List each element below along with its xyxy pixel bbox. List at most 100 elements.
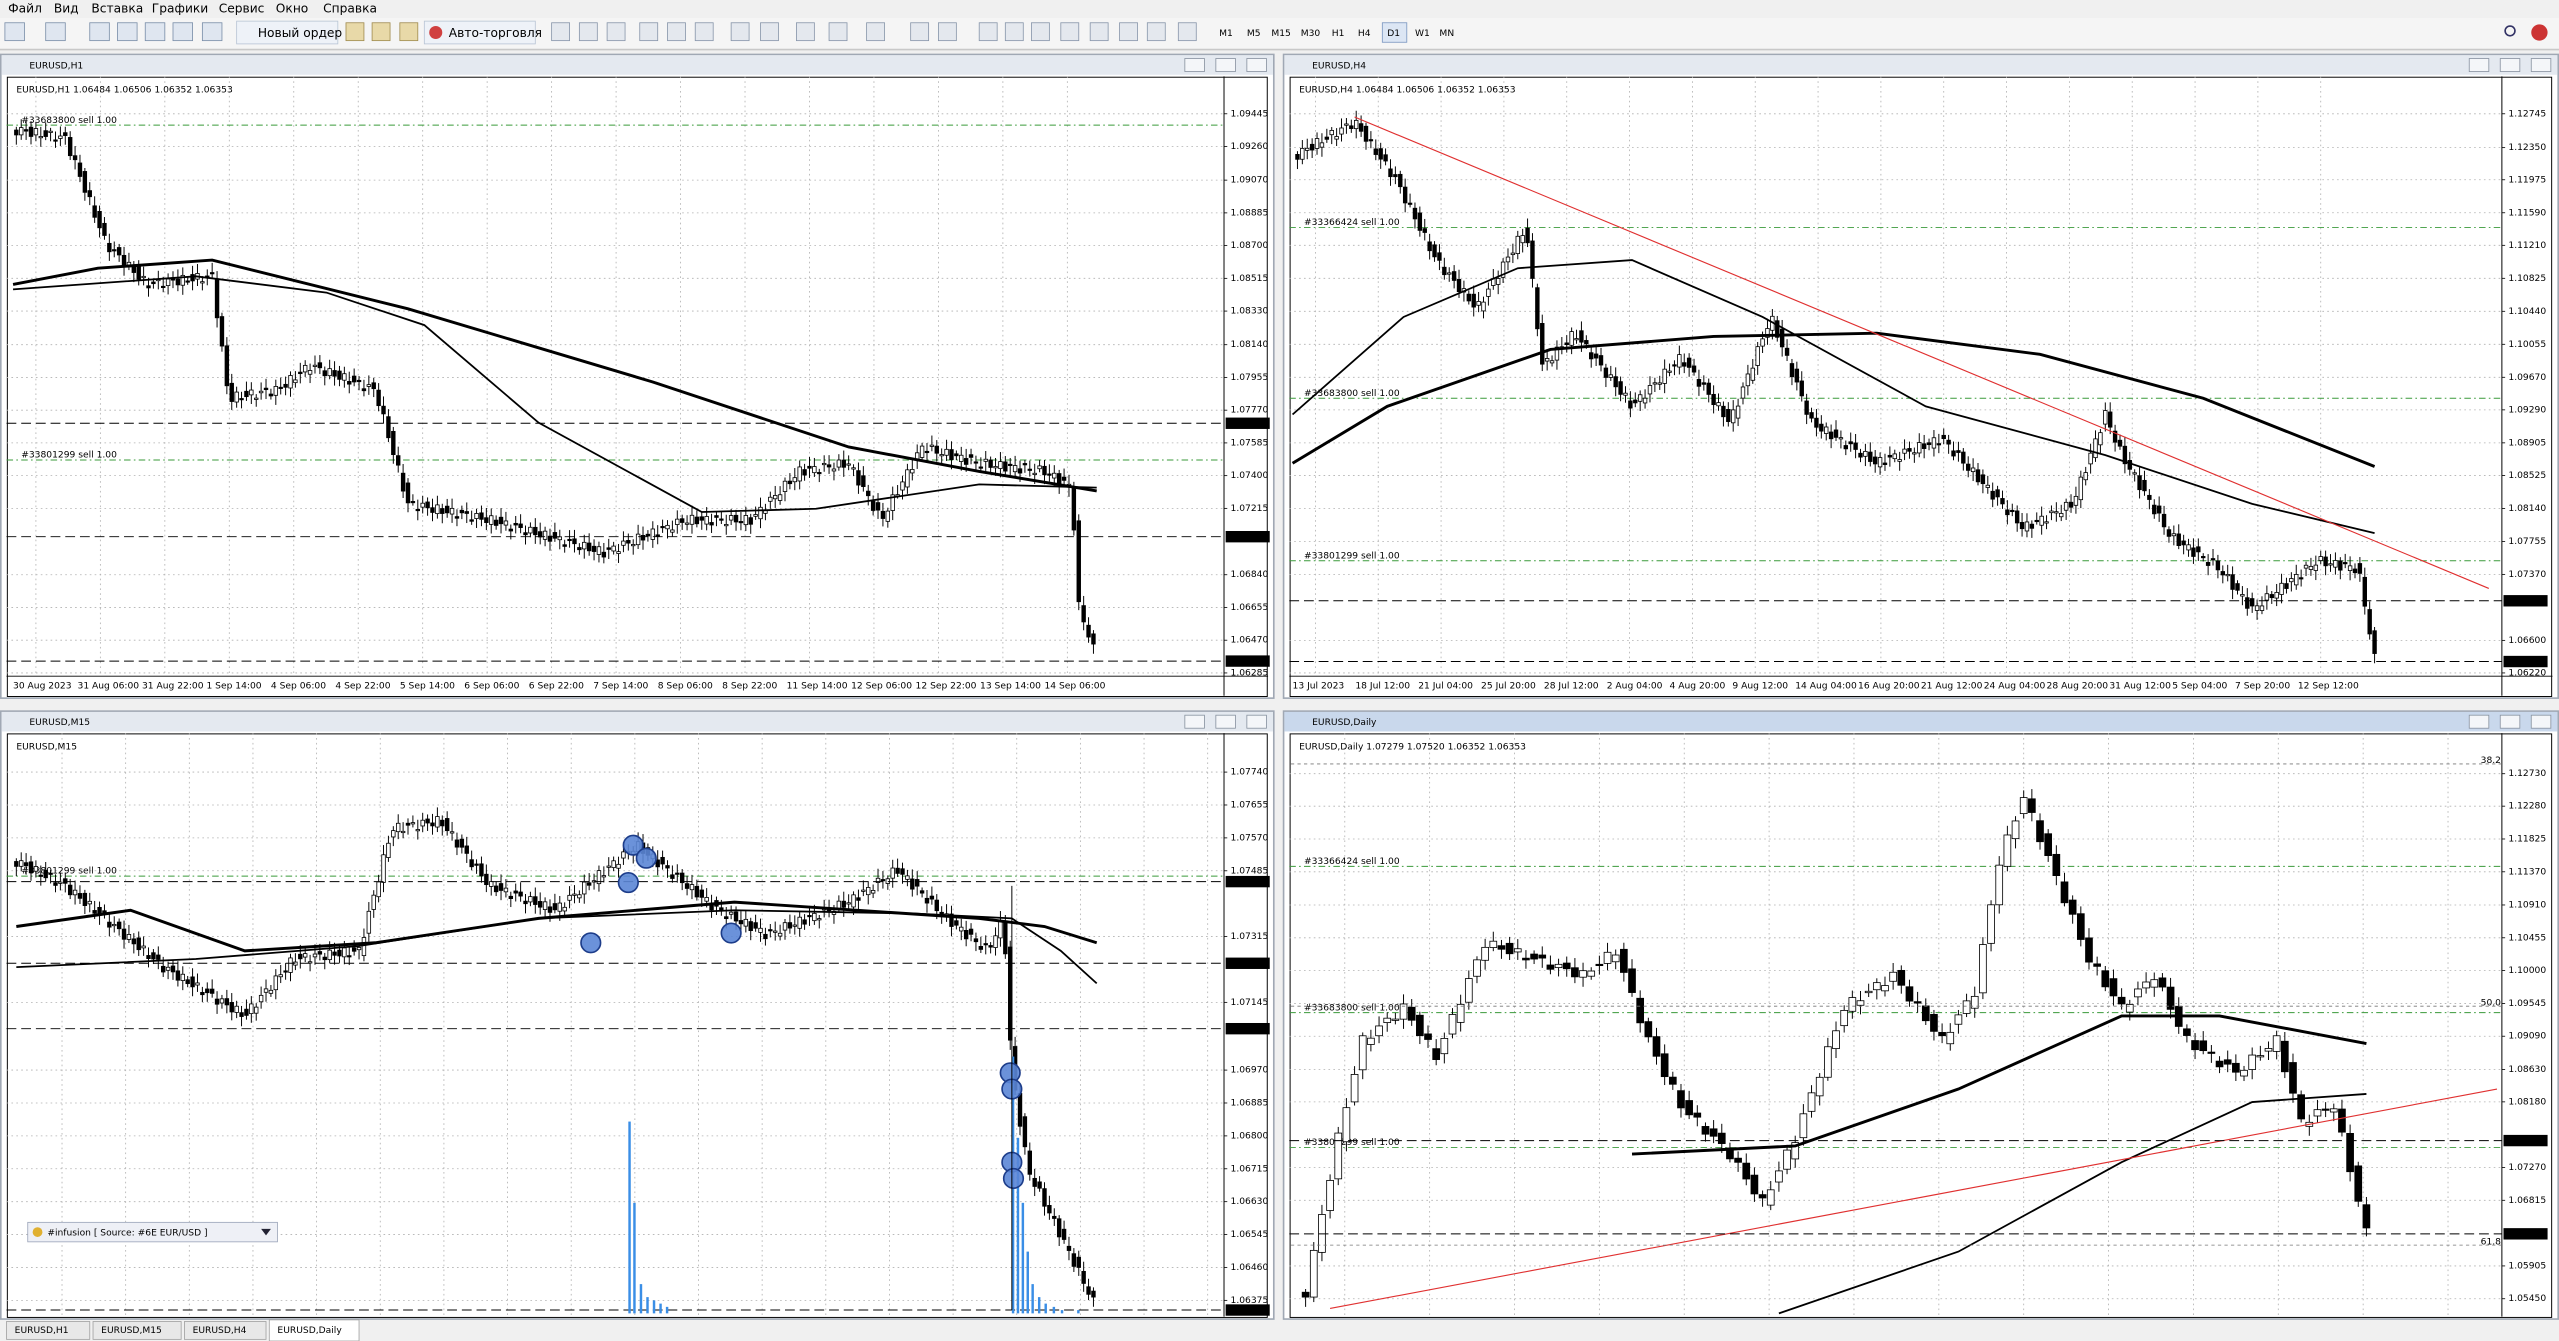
menu-item[interactable]: Вставка <box>91 1 143 15</box>
toolbar-icon[interactable] <box>1089 22 1109 42</box>
toolbar-icon[interactable] <box>1060 22 1080 42</box>
window-button[interactable] <box>1246 58 1267 72</box>
toolbar-icon[interactable] <box>606 22 626 42</box>
toolbar-icon[interactable] <box>201 22 223 42</box>
candle-body <box>234 391 239 403</box>
toolbar-icon[interactable] <box>578 22 598 42</box>
window-button[interactable] <box>1184 714 1205 729</box>
timeframe-button[interactable]: M1 <box>1219 29 1233 39</box>
candle-body <box>28 126 34 137</box>
window-button[interactable] <box>2530 58 2552 72</box>
window-button[interactable] <box>2499 714 2521 729</box>
toolbar-icon[interactable] <box>89 22 110 42</box>
toolbar-icon[interactable] <box>667 22 686 42</box>
window-button[interactable] <box>1215 58 1236 72</box>
toolbar-icon[interactable] <box>1031 22 1050 42</box>
candle-body <box>469 519 474 522</box>
timeframe-button[interactable]: D1 <box>1387 29 1400 39</box>
toolbar-icon[interactable] <box>828 22 848 42</box>
window-button[interactable] <box>1215 714 1236 729</box>
marked-price-label: 1.06350 <box>1229 1306 1267 1316</box>
price-label: 1.05905 <box>2508 1261 2546 1271</box>
candle-body <box>229 1002 234 1013</box>
toolbar-icon[interactable] <box>866 22 885 42</box>
toolbar-icon[interactable] <box>399 22 419 42</box>
window-button[interactable] <box>1184 58 1205 72</box>
timeframe-button[interactable]: H1 <box>1332 29 1345 39</box>
candle-body <box>547 906 553 913</box>
notification-icon[interactable] <box>2531 24 2548 41</box>
toolbar-icon[interactable] <box>551 22 570 42</box>
window-tab[interactable] <box>184 1321 267 1340</box>
window-button[interactable] <box>2530 714 2552 729</box>
candle-body <box>934 899 939 912</box>
timeframe-button[interactable]: MN <box>1439 29 1454 39</box>
window-tab[interactable] <box>268 1319 360 1341</box>
toolbar-icon[interactable] <box>760 22 779 42</box>
auto-trading-button[interactable] <box>423 20 536 45</box>
candle-body <box>342 947 347 958</box>
candle-body <box>1766 1189 1775 1206</box>
candle-body <box>1037 1181 1042 1189</box>
search-icon[interactable] <box>2504 25 2516 37</box>
toolbar-icon[interactable] <box>694 22 714 42</box>
toolbar-icon[interactable] <box>910 22 930 42</box>
new-order-button[interactable] <box>236 20 339 45</box>
price-box <box>1225 655 1270 667</box>
timeframe-button[interactable]: M30 <box>1301 29 1321 39</box>
candle-body <box>2005 509 2010 516</box>
candle-body <box>978 946 984 950</box>
toolbar-icon[interactable] <box>639 22 659 42</box>
toolbar-icon[interactable] <box>172 22 193 42</box>
candle-body <box>861 475 866 487</box>
toolbar-icon[interactable] <box>978 22 998 42</box>
toolbar-icon[interactable] <box>1119 22 1138 42</box>
window-button[interactable] <box>2468 714 2490 729</box>
toolbar-icon[interactable] <box>371 22 391 42</box>
toolbar-icon[interactable] <box>144 22 166 42</box>
menu-item[interactable]: Вид <box>54 1 79 15</box>
timeframe-button[interactable]: H4 <box>1358 29 1371 39</box>
candle-body <box>2294 574 2299 586</box>
window-tab[interactable] <box>6 1321 91 1340</box>
window-button[interactable] <box>2499 58 2521 72</box>
window-tab[interactable] <box>92 1321 182 1340</box>
timeframe-button[interactable]: M5 <box>1247 29 1261 39</box>
menu-item[interactable]: Файл <box>8 1 42 15</box>
timeframe-button[interactable]: M15 <box>1271 29 1290 39</box>
candle-body <box>1061 476 1067 481</box>
price-label: 1.09670 <box>2508 373 2546 383</box>
candle-body <box>2232 1062 2240 1073</box>
indicator-dropdown[interactable] <box>261 1228 271 1236</box>
price-label: 1.10055 <box>2508 340 2546 350</box>
candle-body <box>1726 409 1731 422</box>
toolbar-icon[interactable] <box>117 22 138 42</box>
candle-body <box>2068 899 2077 915</box>
menu-item[interactable]: Графики <box>152 1 208 15</box>
toolbar-icon[interactable] <box>45 22 66 42</box>
candle-body <box>2186 544 2191 551</box>
window-button[interactable] <box>1246 714 1267 729</box>
candle-body <box>944 448 949 456</box>
candle-body <box>58 135 63 139</box>
toolbar-icon[interactable] <box>345 22 365 42</box>
indicator-box[interactable] <box>27 1221 278 1243</box>
candle-body <box>33 866 39 872</box>
menu-item[interactable]: Окно <box>276 1 308 15</box>
toolbar-icon[interactable] <box>1177 22 1197 42</box>
toolbar-icon[interactable] <box>1004 22 1024 42</box>
candle-body <box>185 979 190 985</box>
window-button[interactable] <box>2468 58 2490 72</box>
toolbar-icon[interactable] <box>938 22 957 42</box>
window-title: EURUSD,Daily <box>1312 718 1377 728</box>
toolbar-icon[interactable] <box>1146 22 1166 42</box>
candle-body <box>474 513 479 519</box>
toolbar-icon[interactable] <box>4 22 25 42</box>
timeframe-button[interactable]: W1 <box>1415 29 1430 39</box>
toolbar-icon[interactable] <box>730 22 750 42</box>
menu-item[interactable]: Справка <box>323 1 377 15</box>
menu-item[interactable]: Сервис <box>219 1 265 15</box>
toolbar-icon[interactable] <box>796 22 815 42</box>
candle-body <box>1437 252 1442 261</box>
candle-body <box>2156 505 2162 514</box>
